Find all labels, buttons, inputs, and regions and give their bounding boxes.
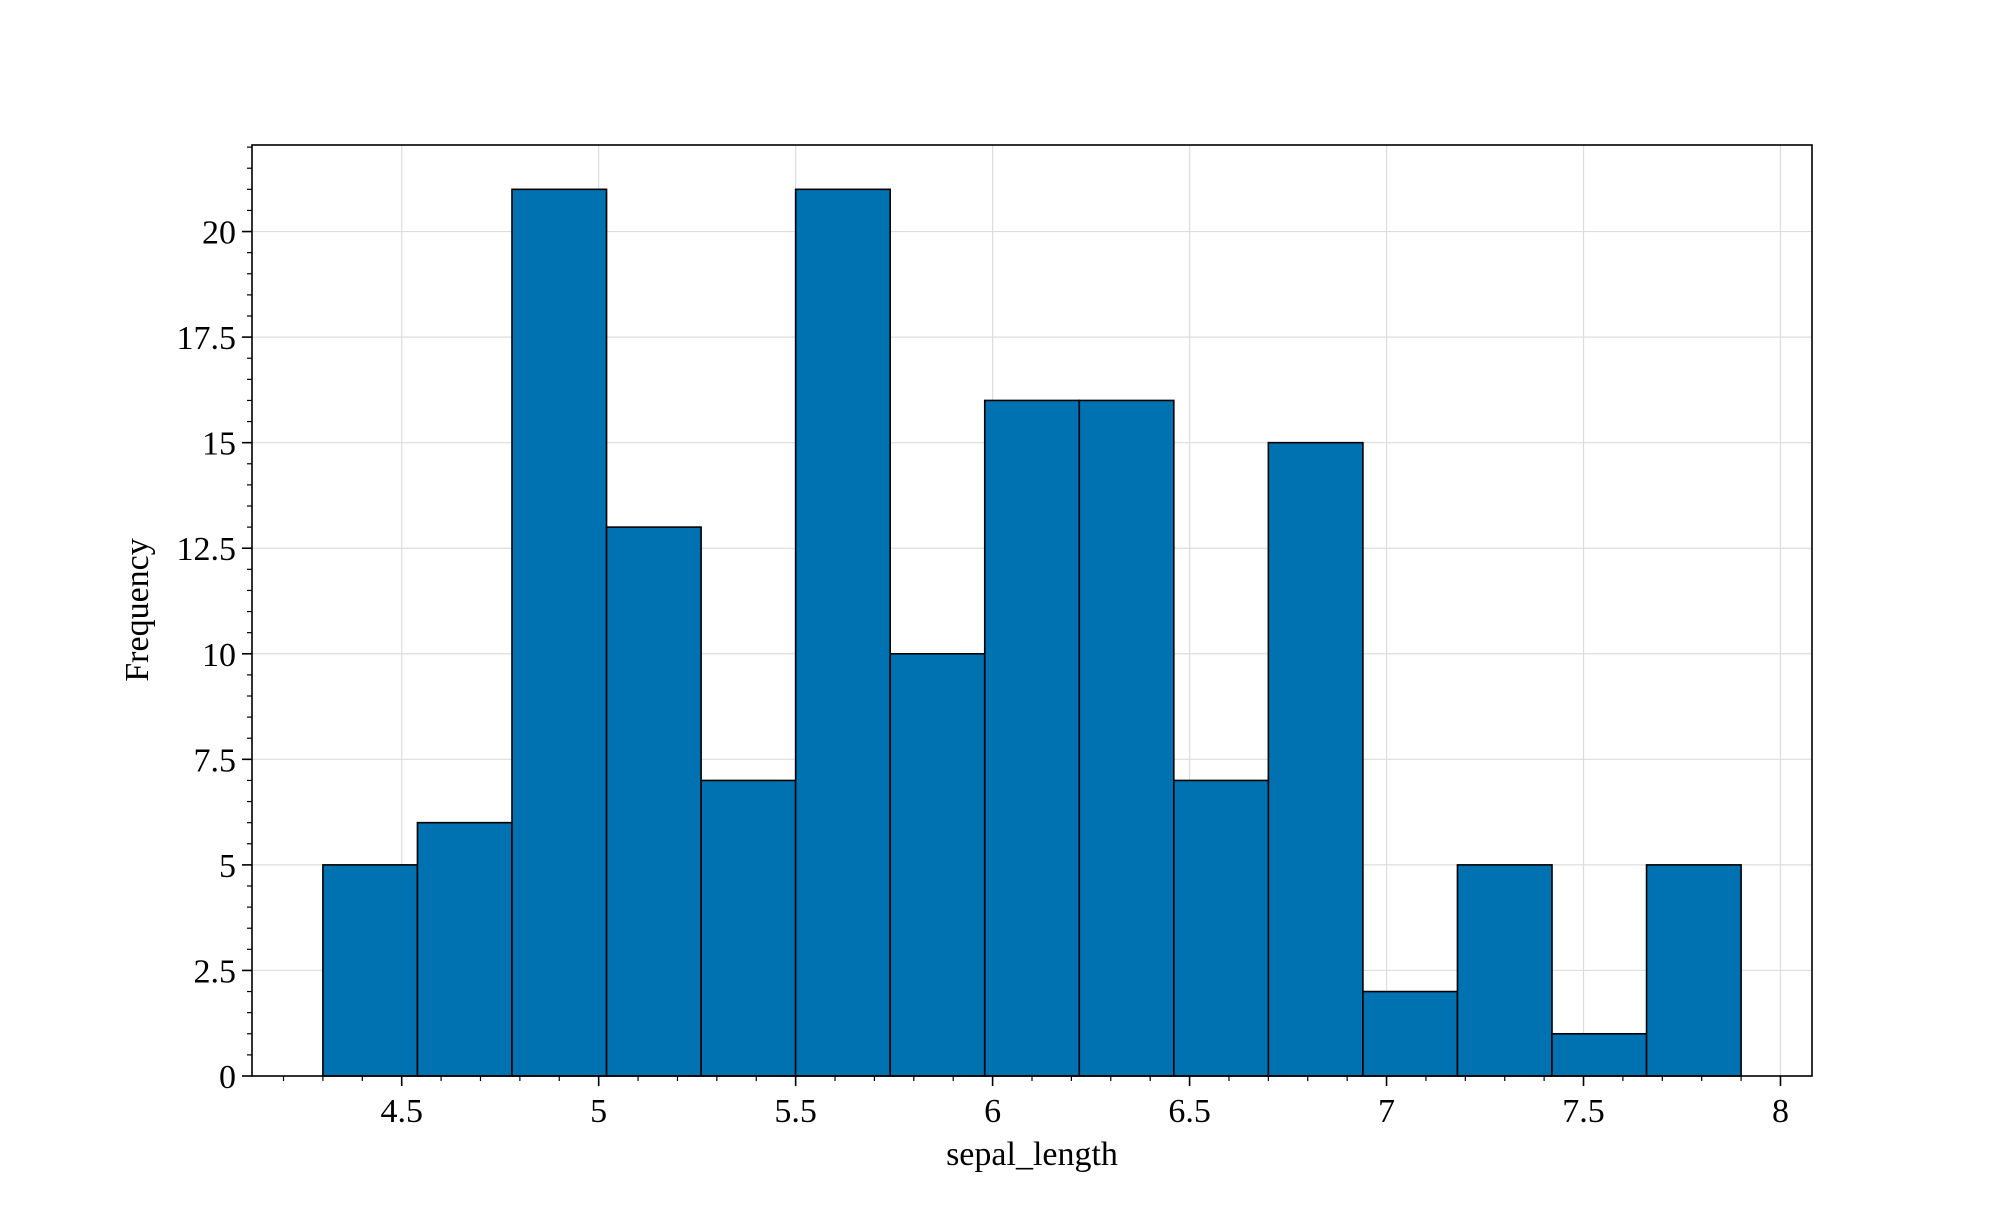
y-tick-label: 20: [202, 215, 236, 252]
histogram-bar: [794, 188, 891, 1077]
x-tick-label: 8: [1772, 1093, 1789, 1130]
y-axis-label: Frequency: [119, 538, 156, 682]
y-tick-label: 10: [202, 637, 236, 674]
x-axis-ticks: 4.5 5 5.5 6 6.5 7 7.5 8: [282, 1076, 1789, 1130]
histogram-bar: [511, 188, 608, 1077]
histogram-bar: [1173, 779, 1270, 1077]
x-tick-label: 5.5: [774, 1093, 817, 1130]
x-tick-label: 7.5: [1562, 1093, 1605, 1130]
histogram-bar: [416, 821, 513, 1077]
x-tick-label: 7: [1378, 1093, 1395, 1130]
histogram-bar: [1551, 1032, 1648, 1077]
histogram-bar: [605, 526, 702, 1077]
histogram-bar: [1362, 990, 1459, 1077]
y-tick-label: 2.5: [194, 953, 237, 990]
y-tick-label: 15: [202, 426, 236, 463]
histogram-bar: [889, 652, 986, 1077]
y-axis-ticks: 0 2.5 5 7.5 10 12.5 15 17.5 20: [177, 146, 252, 1096]
histogram-bar: [1645, 864, 1742, 1077]
histogram-bar: [1078, 399, 1175, 1077]
y-tick-label: 0: [219, 1059, 236, 1096]
y-tick-label: 17.5: [177, 320, 237, 357]
bars: [322, 188, 1742, 1077]
histogram-bar: [322, 864, 419, 1077]
x-axis-label: sepal_length: [946, 1136, 1118, 1173]
y-tick-label: 5: [219, 848, 236, 885]
histogram-bar: [983, 399, 1081, 1077]
x-tick-label: 6: [984, 1093, 1001, 1130]
histogram-bar: [1267, 441, 1364, 1077]
histogram-bar: [1456, 864, 1553, 1077]
x-tick-label: 6.5: [1168, 1093, 1211, 1130]
x-tick-label: 5: [590, 1093, 607, 1130]
histogram-bar: [700, 779, 797, 1077]
y-tick-label: 7.5: [194, 742, 237, 779]
y-tick-label: 12.5: [177, 531, 237, 568]
x-tick-label: 4.5: [380, 1093, 423, 1130]
